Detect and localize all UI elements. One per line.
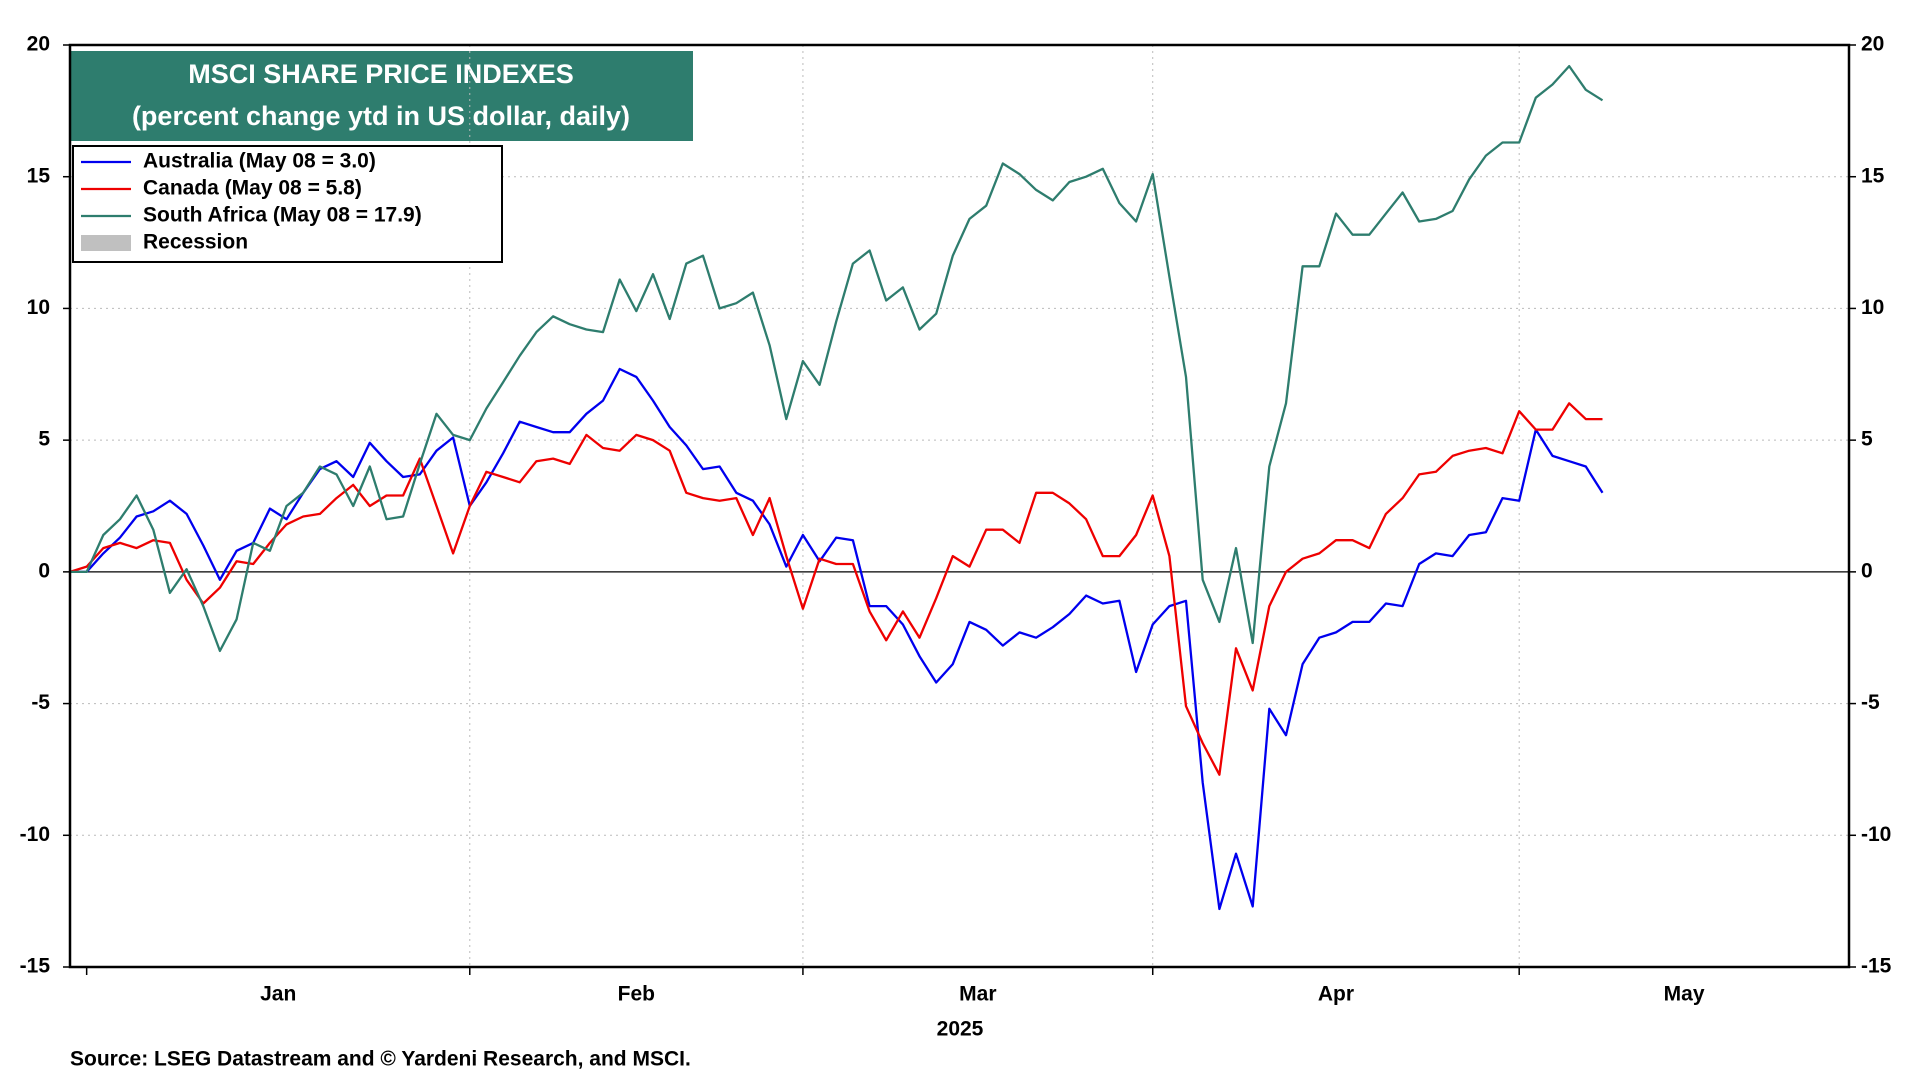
x-tick-label: May [1664, 983, 1705, 1006]
y2-tick-label: 10 [1861, 296, 1884, 319]
x-tick-label: Mar [959, 983, 996, 1006]
y-tick-label: 15 [27, 164, 51, 187]
y2-tick-label: -5 [1861, 691, 1880, 714]
y2-tick-label: -15 [1861, 955, 1892, 978]
plot-frame [68, 43, 1851, 969]
series-line [70, 64, 1604, 653]
y2-tick-label: 15 [1861, 164, 1885, 187]
legend-label: Canada (May 08 = 5.8) [143, 177, 362, 200]
legend-swatch [81, 235, 131, 251]
y-tick-label: 10 [27, 296, 50, 319]
legend-label: South Africa (May 08 = 17.9) [143, 204, 422, 227]
x-tick-label: Apr [1318, 983, 1354, 1006]
chart-subtitle: (percent change ytd in US dollar, daily) [132, 101, 630, 131]
legend-box [72, 145, 503, 263]
source-note: Source: LSEG Datastream and © Yardeni Re… [70, 1048, 691, 1071]
y2-tick-label: 20 [1861, 33, 1884, 56]
legend-label: Australia (May 08 = 3.0) [143, 150, 376, 173]
legend-label: Recession [143, 231, 248, 254]
y-tick-label: 20 [27, 33, 50, 56]
chart-title: MSCI SHARE PRICE INDEXES [188, 59, 574, 89]
x-tick-label: Jan [260, 983, 296, 1006]
y-tick-label: 0 [38, 559, 50, 582]
title-box [70, 51, 693, 141]
y2-tick-label: -10 [1861, 823, 1891, 846]
series-line [70, 367, 1604, 911]
y-tick-label: -5 [31, 691, 50, 714]
y-tick-label: -15 [20, 955, 51, 978]
y-tick-label: -10 [20, 823, 50, 846]
y-tick-label: 5 [38, 428, 50, 451]
x-tick-label: Feb [618, 983, 655, 1006]
y2-tick-label: 5 [1861, 428, 1873, 451]
x-axis-label: 2025 [937, 1018, 984, 1041]
series-line [69, 402, 1603, 776]
y2-tick-label: 0 [1861, 559, 1873, 582]
